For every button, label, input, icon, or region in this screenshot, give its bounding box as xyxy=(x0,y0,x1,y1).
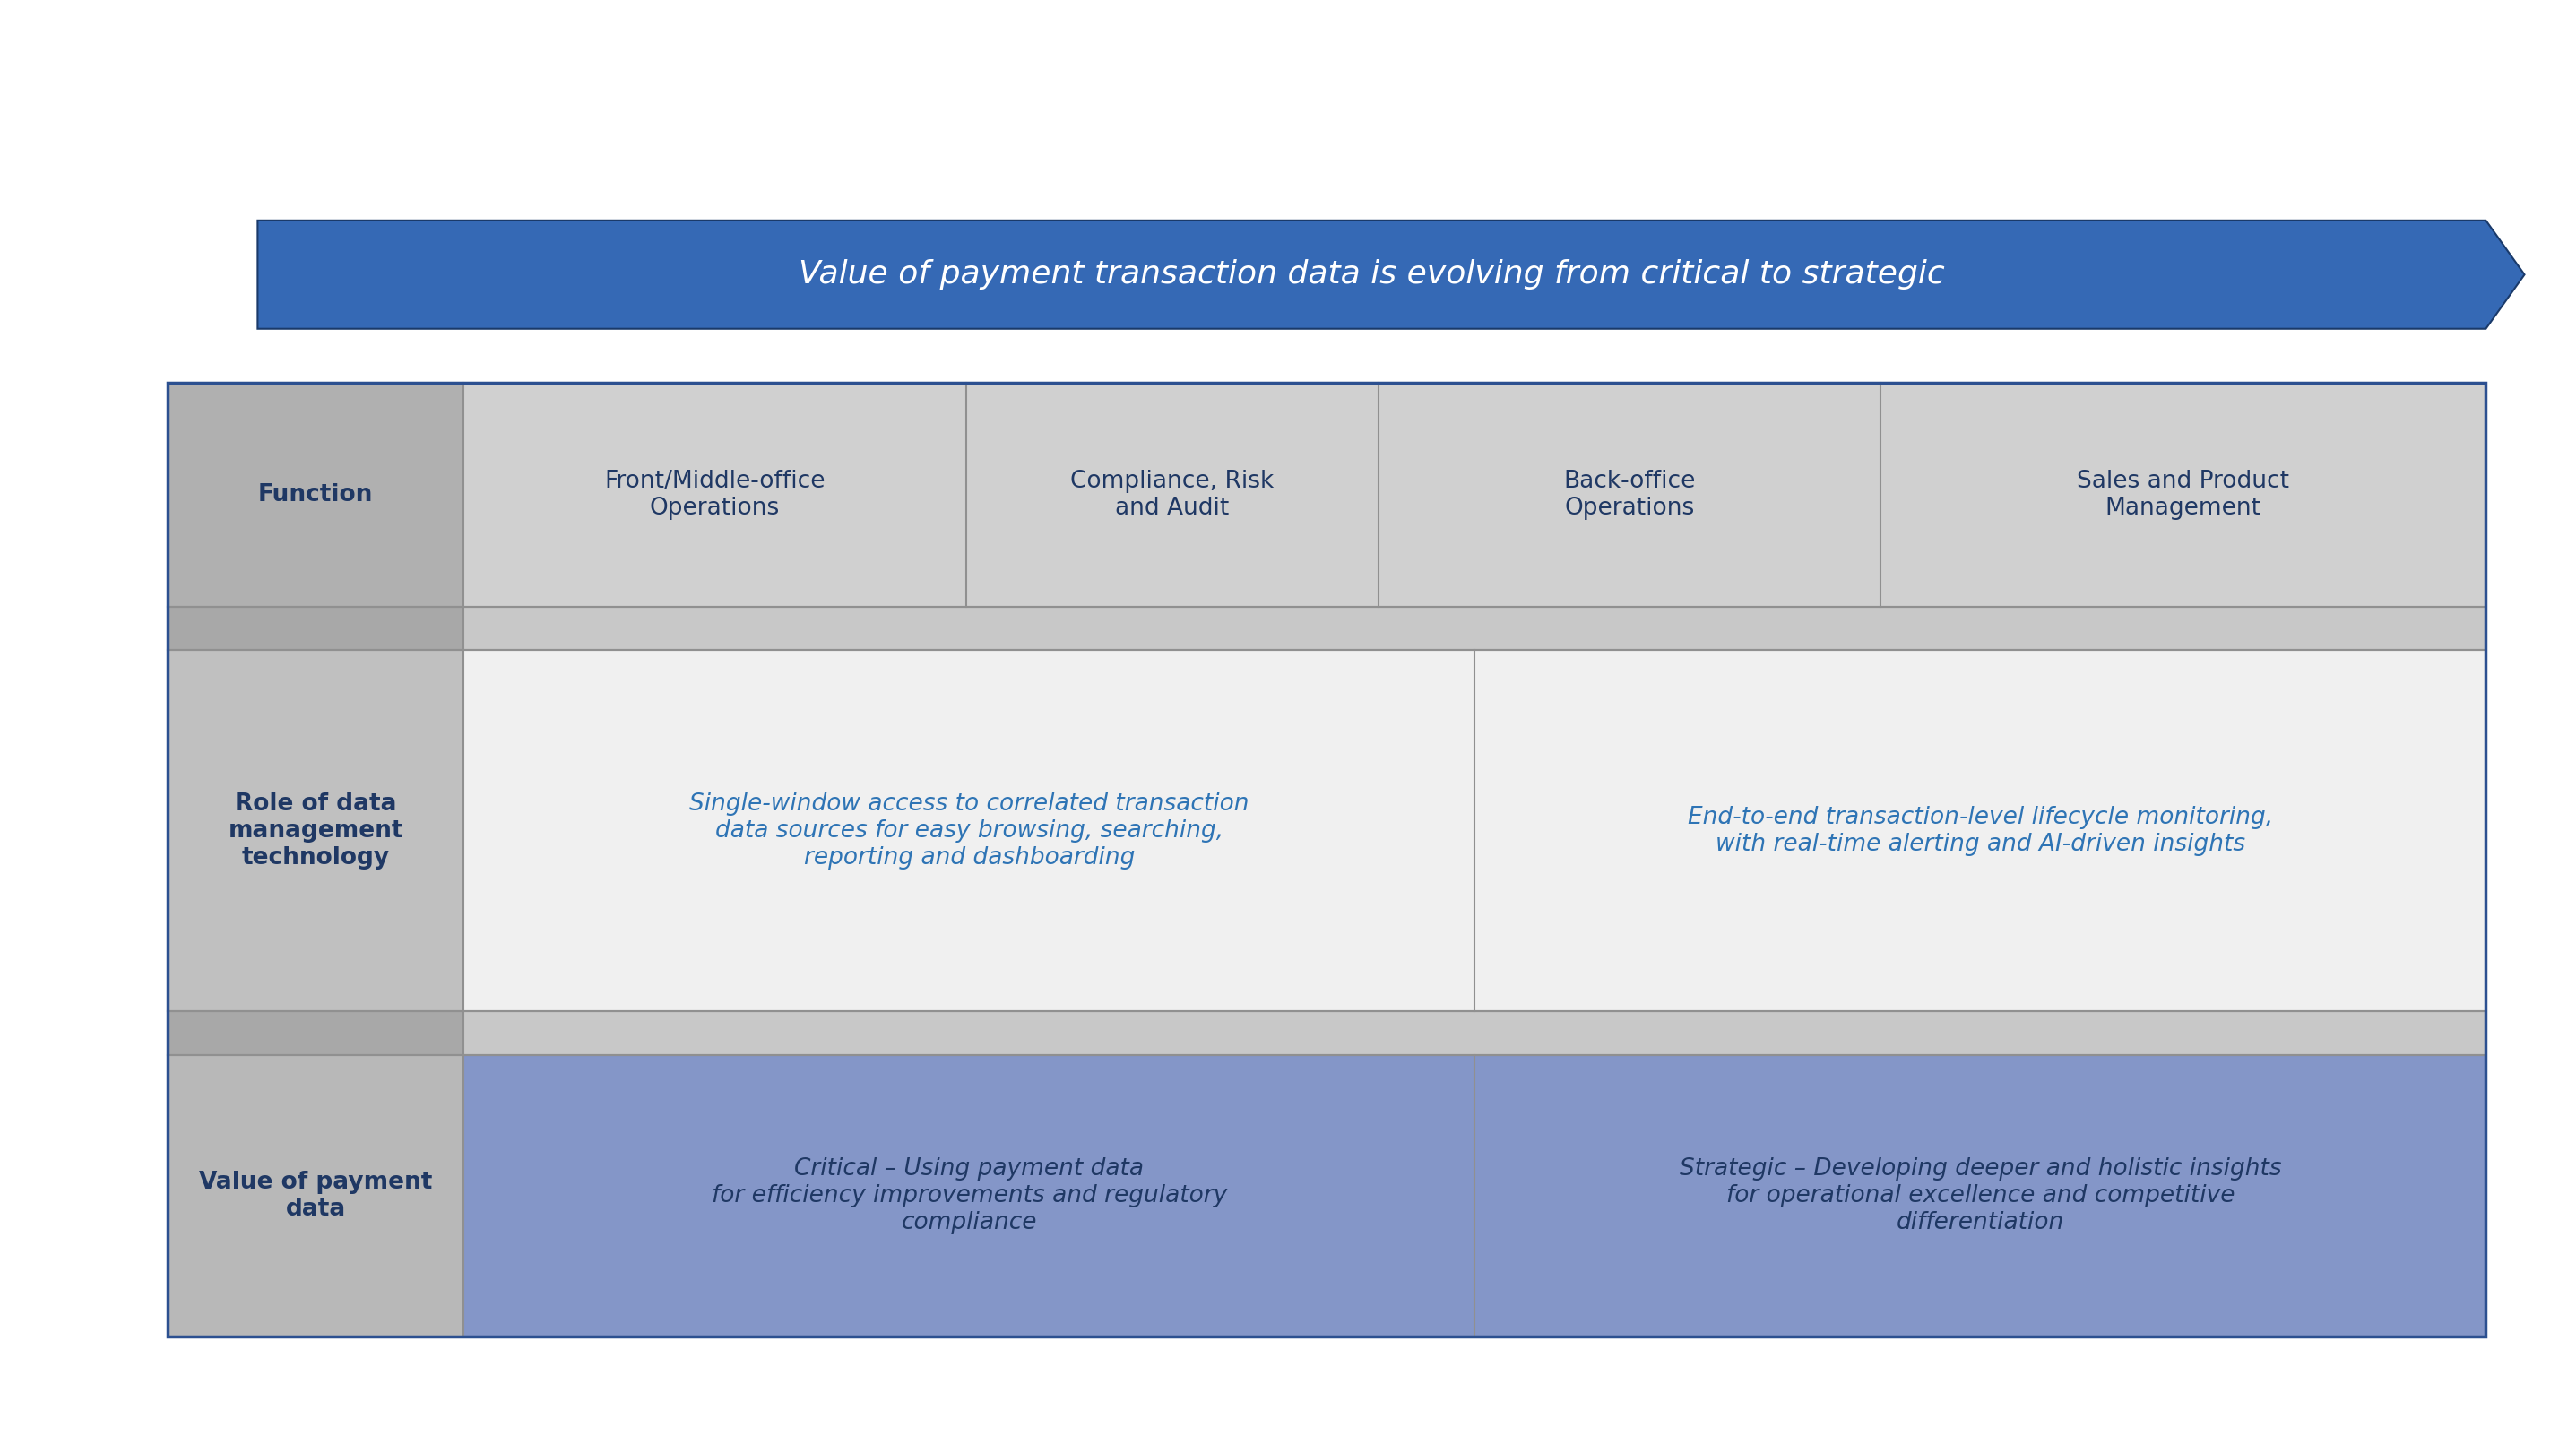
Bar xyxy=(167,650,464,1011)
Bar xyxy=(167,383,2486,607)
Text: Critical – Using payment data
for efficiency improvements and regulatory
complia: Critical – Using payment data for effici… xyxy=(711,1157,1226,1234)
Text: Sales and Product
Management: Sales and Product Management xyxy=(2076,470,2290,520)
Text: Function: Function xyxy=(258,483,374,507)
Bar xyxy=(167,1011,464,1055)
Bar xyxy=(167,1055,464,1337)
Bar xyxy=(167,650,2486,1011)
Text: Front/Middle-office
Operations: Front/Middle-office Operations xyxy=(605,470,824,520)
Text: Single-window access to correlated transaction
data sources for easy browsing, s: Single-window access to correlated trans… xyxy=(690,792,1249,870)
Text: Compliance, Risk
and Audit: Compliance, Risk and Audit xyxy=(1069,470,1275,520)
Text: Strategic – Developing deeper and holistic insights
for operational excellence a: Strategic – Developing deeper and holist… xyxy=(1680,1157,2282,1234)
Text: Role of data
management
technology: Role of data management technology xyxy=(227,792,404,870)
Bar xyxy=(167,1011,2486,1055)
Bar xyxy=(167,607,464,650)
Bar xyxy=(167,607,2486,650)
Bar xyxy=(464,1055,2486,1337)
Text: Value of payment transaction data is evolving from critical to strategic: Value of payment transaction data is evo… xyxy=(799,259,1945,290)
Text: Back-office
Operations: Back-office Operations xyxy=(1564,470,1695,520)
Bar xyxy=(167,383,464,607)
Polygon shape xyxy=(258,220,2524,328)
Bar xyxy=(167,383,2486,1337)
Text: Value of payment
data: Value of payment data xyxy=(198,1170,433,1221)
Text: End-to-end transaction-level lifecycle monitoring,
with real-time alerting and A: End-to-end transaction-level lifecycle m… xyxy=(1687,806,2272,855)
